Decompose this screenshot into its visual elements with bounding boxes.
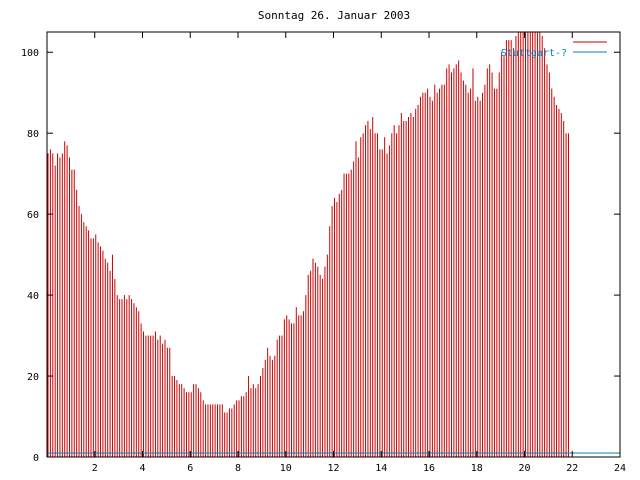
x-tick-label: 16	[423, 463, 435, 474]
legend-label-secondary: Stuttgart-?	[501, 48, 567, 59]
x-tick-label: 12	[327, 463, 339, 474]
x-tick-label: 18	[471, 463, 483, 474]
y-tick-label: 60	[27, 210, 39, 221]
y-tick-label: 100	[21, 48, 39, 59]
x-tick-label: 6	[187, 463, 193, 474]
chart-title: Sonntag 26. Januar 2003	[258, 9, 410, 22]
x-tick-label: 20	[518, 463, 530, 474]
x-tick-label: 14	[375, 463, 387, 474]
y-tick-label: 0	[33, 453, 39, 464]
x-tick-label: 8	[235, 463, 241, 474]
x-tick-label: 4	[139, 463, 145, 474]
x-tick-label: 24	[614, 463, 626, 474]
legend: Stuttgart-?	[501, 41, 607, 59]
y-tick-label: 40	[27, 291, 39, 302]
x-tick-label: 2	[92, 463, 98, 474]
x-tick-label: 22	[566, 463, 578, 474]
x-tick-label: 10	[280, 463, 292, 474]
plot-frame	[46, 31, 621, 458]
y-tick-label: 20	[27, 372, 39, 383]
y-tick-label: 80	[27, 129, 39, 140]
bars-layer	[47, 32, 569, 457]
